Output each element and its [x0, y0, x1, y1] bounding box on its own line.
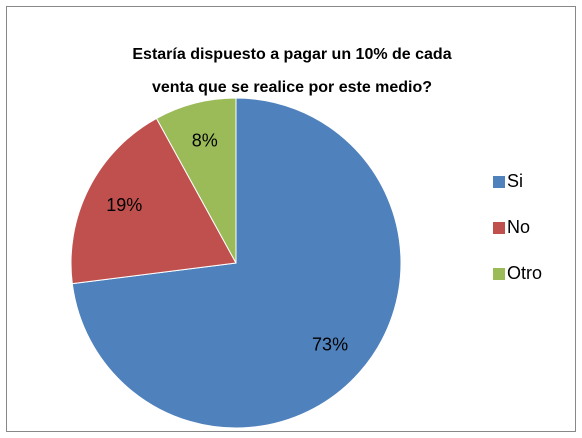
legend-label: Si	[507, 171, 523, 191]
data-label: 73%	[312, 335, 348, 355]
legend-label: No	[507, 217, 530, 237]
pie-slice	[155, 97, 237, 264]
pie-slice	[71, 97, 402, 429]
legend-label: Otro	[507, 263, 542, 283]
legend-swatch	[493, 268, 505, 280]
chart-title: venta que se realice por este medio?	[152, 79, 432, 96]
chart-title: Estaría dispuesto a pagar un 10% de cada	[132, 46, 451, 63]
legend-swatch	[493, 222, 505, 234]
data-label: 8%	[192, 130, 218, 150]
data-label: 19%	[106, 195, 142, 215]
pie-slice	[70, 117, 237, 285]
legend-swatch	[493, 176, 505, 188]
